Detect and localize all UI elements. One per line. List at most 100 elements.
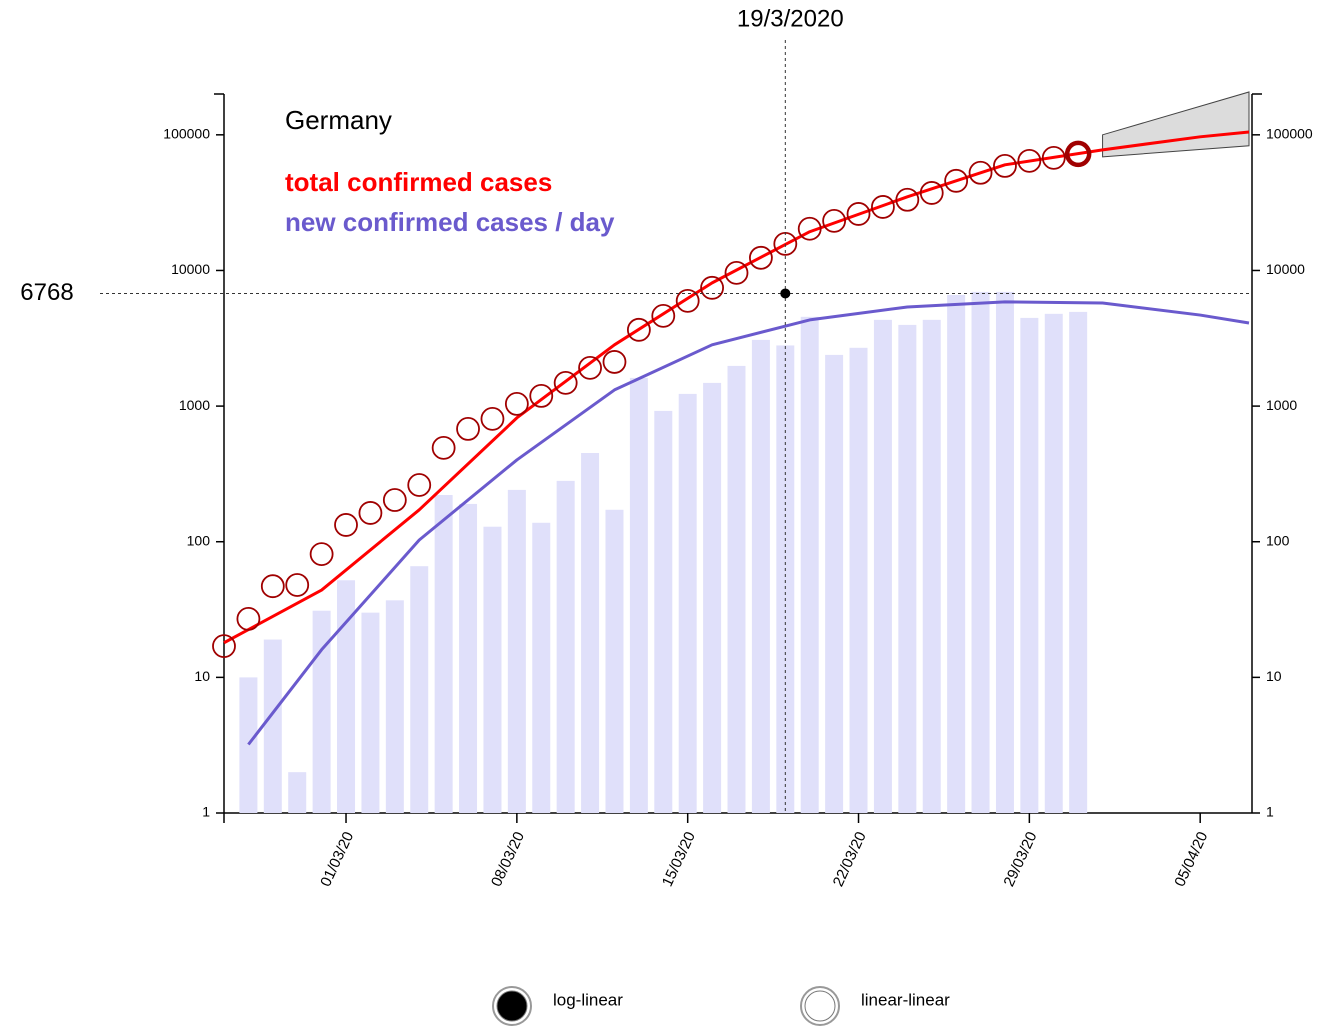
data-point — [285, 573, 310, 597]
bar — [605, 509, 624, 813]
y2-tick-label: 1000 — [1266, 397, 1297, 413]
bar — [507, 489, 526, 813]
data-point — [1041, 145, 1066, 170]
x-tick-label: 29/03/20 — [1000, 829, 1040, 889]
data-point — [358, 501, 383, 525]
crosshair-dot — [780, 288, 791, 299]
bar — [995, 291, 1014, 814]
fit-line — [223, 130, 1250, 645]
data-point — [749, 245, 773, 270]
bar — [385, 600, 404, 813]
data-point — [382, 488, 407, 512]
y2-tick-label: 100 — [1266, 532, 1290, 548]
bar — [361, 612, 380, 813]
bar — [971, 291, 990, 814]
bar — [703, 382, 722, 813]
data-point — [504, 392, 529, 416]
radio-label[interactable]: log-linear — [553, 990, 623, 1009]
y2-tick-label: 10 — [1266, 668, 1282, 684]
x-tick-label: 01/03/20 — [317, 829, 357, 889]
data-point — [1017, 148, 1042, 173]
bar — [678, 393, 697, 813]
crosshair-y-label: 6768 — [20, 279, 73, 306]
y-tick-label: 1000 — [179, 397, 210, 413]
y-tick-label: 100 — [187, 532, 211, 548]
data-point — [822, 208, 847, 233]
bar — [410, 566, 429, 813]
legend-entry: total confirmed cases — [285, 167, 552, 197]
data-point — [626, 317, 651, 342]
radio-label[interactable]: linear-linear — [861, 990, 950, 1009]
x-tick-label: 22/03/20 — [830, 829, 870, 889]
bar — [532, 522, 551, 813]
data-point — [212, 634, 236, 659]
data-point — [1064, 140, 1092, 168]
data-point — [602, 350, 627, 374]
bar — [629, 377, 648, 813]
bar — [654, 410, 673, 813]
data-point — [724, 260, 749, 285]
data-point — [968, 160, 993, 185]
bar — [727, 365, 746, 813]
data-point — [553, 370, 578, 395]
fit-line — [247, 300, 1250, 746]
y-tick-label: 1 — [202, 804, 210, 820]
data-point — [919, 181, 944, 205]
data-point — [993, 154, 1017, 178]
x-tick-label: 05/04/20 — [1171, 829, 1211, 889]
data-point — [846, 202, 871, 226]
x-tick-label: 15/03/20 — [659, 829, 699, 889]
bar — [312, 610, 331, 813]
y2-tick-label: 1 — [1266, 804, 1274, 820]
bar — [751, 339, 770, 813]
crosshair-x-label: 19/3/2020 — [737, 5, 844, 32]
bar — [825, 354, 844, 813]
bar — [947, 294, 966, 813]
radio-button-inner[interactable] — [804, 990, 836, 1022]
data-point — [407, 473, 432, 497]
bar — [922, 319, 941, 813]
bar — [263, 639, 282, 813]
bar — [800, 316, 819, 813]
data-point — [236, 606, 261, 631]
bar — [1020, 317, 1039, 813]
data-point — [675, 288, 700, 313]
data-point — [578, 355, 602, 380]
data-point — [797, 216, 822, 241]
chart-title: Germany — [285, 105, 392, 135]
radio-button-inner[interactable] — [496, 990, 528, 1022]
data-point — [431, 435, 456, 460]
bar — [288, 772, 307, 813]
bar — [849, 347, 868, 813]
bar — [459, 503, 478, 813]
y2-tick-label: 10000 — [1266, 261, 1305, 277]
bar — [337, 580, 356, 813]
data-point — [529, 384, 554, 408]
bar — [1044, 313, 1063, 813]
legend-entry: new confirmed cases / day — [285, 207, 615, 237]
data-point — [651, 303, 676, 328]
x-tick-label: 08/03/20 — [488, 829, 528, 889]
data-point — [456, 417, 480, 441]
data-point — [480, 406, 505, 431]
data-point — [895, 187, 920, 212]
y2-tick-label: 100000 — [1266, 126, 1313, 142]
bar — [873, 319, 892, 813]
data-point — [260, 574, 285, 599]
bar — [581, 453, 600, 813]
data-point — [871, 195, 895, 219]
y-tick-label: 100000 — [163, 126, 210, 142]
data-point — [334, 513, 358, 537]
data-point — [700, 275, 724, 300]
data-point — [309, 542, 334, 567]
bar — [776, 345, 795, 813]
y-tick-label: 10000 — [171, 261, 210, 277]
bar — [1069, 311, 1088, 813]
y-tick-label: 10 — [194, 668, 210, 684]
bar — [434, 495, 453, 813]
forecast-band — [1102, 91, 1250, 158]
bar — [556, 480, 575, 813]
data-point — [944, 168, 969, 193]
